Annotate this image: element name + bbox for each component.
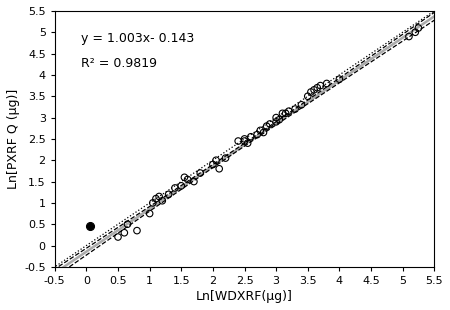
Point bbox=[273, 119, 280, 124]
Point bbox=[412, 30, 419, 35]
Point bbox=[216, 166, 223, 171]
Point bbox=[247, 134, 254, 139]
Point bbox=[310, 87, 318, 92]
Point bbox=[279, 111, 286, 116]
Point bbox=[133, 228, 140, 233]
X-axis label: Ln[WDXRF(μg)]: Ln[WDXRF(μg)] bbox=[196, 290, 293, 303]
Point bbox=[178, 183, 185, 188]
Point bbox=[165, 192, 172, 197]
Point bbox=[256, 128, 264, 133]
Text: y = 1.003x- 0.143: y = 1.003x- 0.143 bbox=[81, 32, 194, 45]
Point bbox=[184, 177, 191, 182]
Point bbox=[153, 196, 160, 201]
Point bbox=[415, 25, 422, 30]
Point bbox=[323, 81, 330, 86]
Point bbox=[298, 102, 305, 107]
Text: R² = 0.9819: R² = 0.9819 bbox=[81, 57, 158, 70]
Point bbox=[276, 117, 283, 122]
Point bbox=[156, 194, 163, 199]
Point bbox=[263, 124, 270, 129]
Point bbox=[181, 175, 188, 180]
Y-axis label: Ln[PXRF Q (μg)]: Ln[PXRF Q (μg)] bbox=[7, 89, 20, 189]
Point bbox=[304, 94, 311, 99]
Point bbox=[314, 85, 321, 90]
Point bbox=[266, 122, 274, 126]
Point bbox=[307, 90, 315, 95]
Point bbox=[292, 107, 299, 112]
Point bbox=[114, 235, 122, 240]
Point bbox=[149, 200, 157, 205]
Point bbox=[260, 130, 267, 135]
Point bbox=[241, 136, 248, 141]
Point bbox=[212, 158, 220, 163]
Point bbox=[86, 224, 93, 229]
Point bbox=[159, 198, 166, 203]
Point bbox=[244, 141, 251, 146]
Point bbox=[124, 222, 131, 227]
Point bbox=[171, 185, 179, 190]
Point bbox=[209, 162, 216, 167]
Point bbox=[241, 139, 248, 144]
Point bbox=[317, 83, 324, 88]
Point bbox=[405, 34, 413, 39]
Point bbox=[282, 111, 289, 116]
Point bbox=[273, 115, 280, 120]
Point bbox=[222, 156, 229, 161]
Point bbox=[121, 230, 128, 235]
Point bbox=[190, 179, 198, 184]
Point bbox=[197, 170, 204, 175]
Point bbox=[234, 139, 242, 144]
Point bbox=[336, 77, 343, 82]
Point bbox=[253, 132, 261, 137]
Point bbox=[146, 211, 153, 216]
Point bbox=[285, 109, 292, 114]
